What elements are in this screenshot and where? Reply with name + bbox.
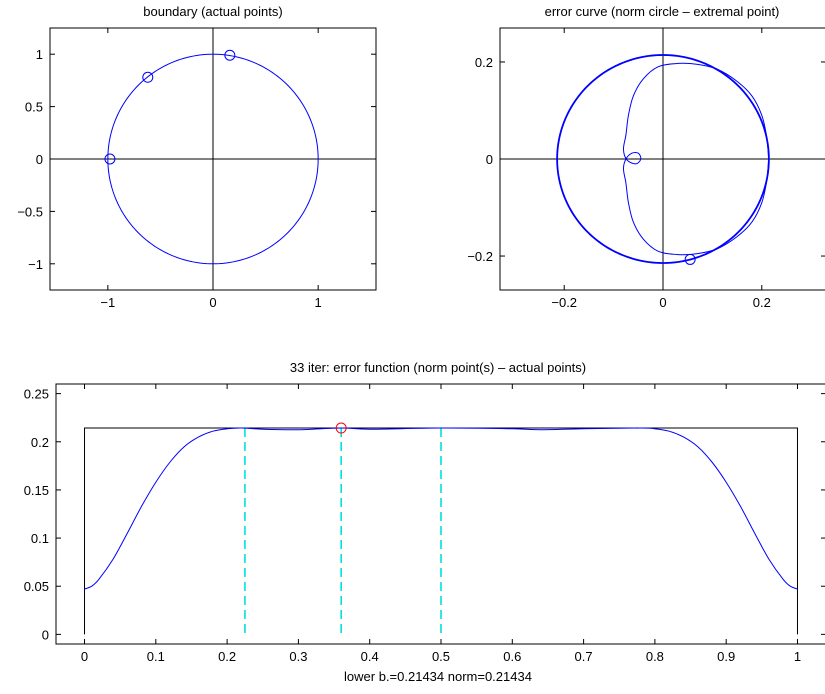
error-function-y-tick-label: 0.25 [24, 387, 49, 402]
boundary-y-tick-label: −0.5 [17, 204, 43, 219]
error-curve-y-tick-label: −0.2 [467, 249, 493, 264]
error-function-y-tick-label: 0.1 [31, 531, 49, 546]
norm-point-marker [335, 422, 347, 434]
error-curve-x-tick-label: 0.2 [753, 295, 771, 310]
error-curve-x-tick-label: −0.2 [551, 295, 577, 310]
error-function-x-tick-label: 0.7 [575, 649, 593, 664]
error-function-x-tick-label: 0.3 [289, 649, 307, 664]
error-function-y-tick-label: 0.05 [24, 579, 49, 594]
error-function-x-tick-label: 0.4 [361, 649, 379, 664]
error-function-y-tick-label: 0.15 [24, 483, 49, 498]
error-function-x-tick-label: 0.1 [147, 649, 165, 664]
boundary-title: boundary (actual points) [143, 4, 282, 19]
boundary-point-marker [224, 49, 236, 61]
boundary-y-tick-label: 0 [36, 152, 43, 167]
error-function-x-tick-label: 0.8 [646, 649, 664, 664]
error-function-series [84, 427, 798, 590]
boundary-point-marker [142, 71, 154, 83]
error-curve-y-tick-label: 0 [486, 152, 493, 167]
error-curve-point-marker [684, 253, 696, 265]
error-curve-y-tick-label: 0.2 [475, 55, 493, 70]
error-curve-series [622, 62, 770, 256]
error-function-y-tick-label: 0.2 [31, 435, 49, 450]
error-function-y-tick-label: 0 [42, 627, 49, 642]
error-curve-x-tick-label: 0 [659, 295, 666, 310]
boundary-y-tick-label: 1 [36, 47, 43, 62]
boundary-plot-area: −1 0 1 1 0.5 0 −0.5 −1 [17, 27, 377, 310]
boundary-x-tick-label: 0 [209, 295, 216, 310]
error-curve-plot-area: −0.2 0 0.2 0.2 0 −0.2 [467, 27, 825, 310]
error-curve-subplot: error curve (norm circle – extremal poin… [467, 4, 825, 310]
error-function-x-tick-label: 0.6 [503, 649, 521, 664]
error-function-x-tick-label: 0 [81, 649, 88, 664]
boundary-point-marker [104, 153, 116, 165]
error-function-x-tick-label: 1 [794, 649, 801, 664]
boundary-x-tick-label: 1 [315, 295, 322, 310]
error-function-subplot: 33 iter: error function (norm point(s) –… [24, 360, 825, 684]
error-function-x-tick-label: 0.5 [432, 649, 450, 664]
error-function-plot-area: 0 0.1 0.2 0.3 0.4 0.5 0.6 0.7 0.8 0.9 1 0 0.05 0.1 0.1… [24, 383, 825, 664]
boundary-y-tick-label: 0.5 [25, 100, 43, 115]
error-curve-title: error curve (norm circle – extremal poin… [545, 4, 780, 19]
boundary-subplot: boundary (actual points) −1 0 1 1 0.5 0 −0.5 −1 [17, 4, 377, 310]
error-function-title: 33 iter: error function (norm point(s) –… [290, 360, 586, 375]
boundary-circle-series [107, 53, 319, 265]
boundary-y-tick-label: −1 [28, 257, 43, 272]
error-function-x-tick-label: 0.2 [218, 649, 236, 664]
error-function-xlabel: lower b.=0.21434 norm=0.21434 [344, 669, 532, 684]
error-function-x-tick-label: 0.9 [717, 649, 735, 664]
boundary-x-tick-label: −1 [100, 295, 115, 310]
